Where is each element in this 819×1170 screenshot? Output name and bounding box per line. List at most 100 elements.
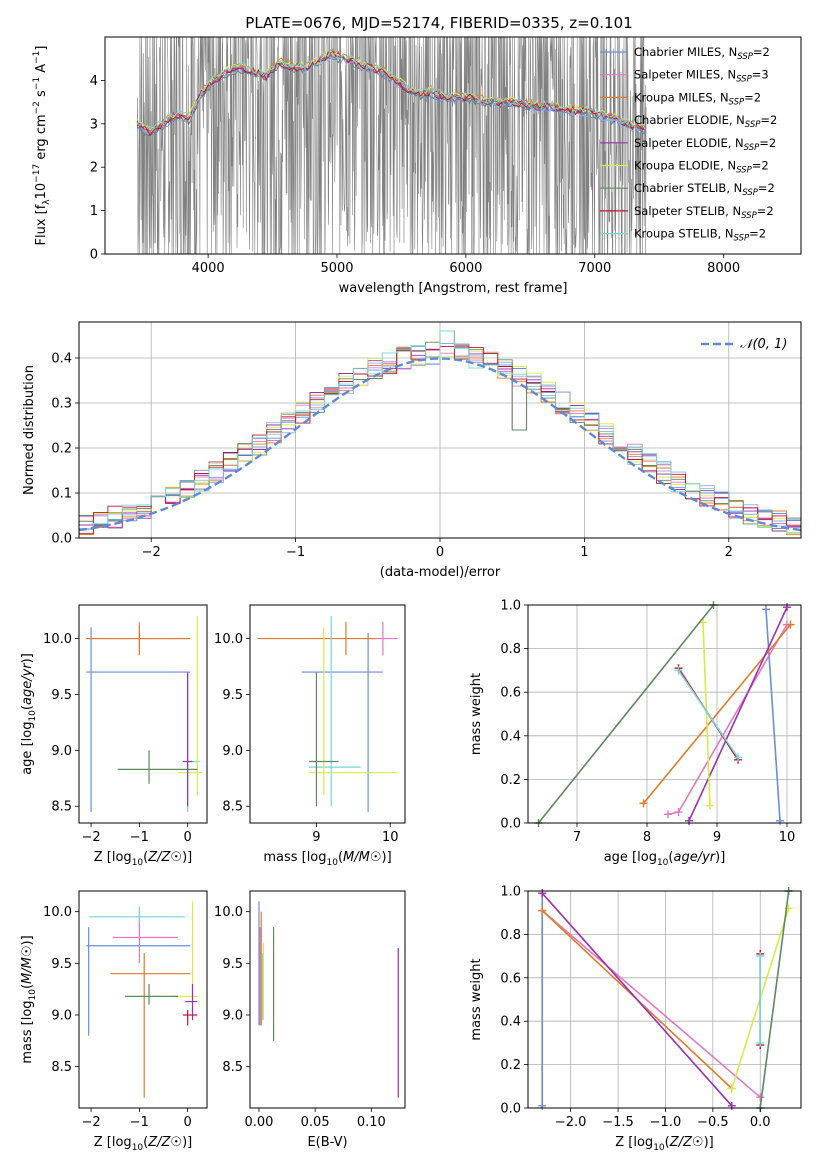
y-tick-label: 0.2	[500, 1058, 521, 1073]
x-tick-label: −1	[286, 545, 305, 560]
label-part: =2	[744, 90, 761, 104]
label-part: Kroupa STELIB, N	[634, 227, 734, 241]
weight-marker	[538, 906, 547, 915]
x-axis-label: wavelength [Angstrom, rest frame]	[339, 281, 568, 296]
axes-frame	[78, 890, 208, 1109]
x-tick-label: 8	[643, 830, 651, 845]
y-tick-label: 8.5	[51, 800, 72, 815]
weight-marker	[538, 1101, 547, 1110]
label-part: 10	[28, 710, 38, 722]
weight-marker	[727, 1084, 736, 1093]
label-part: )]	[20, 935, 35, 945]
plot-area	[258, 901, 399, 1098]
weight-vs-metallicity-panel: −2.0 −1.5 −1.0 −0.5 0.0 0.0 0.2 0.4 0.6 0.8 1.0 Z […	[469, 885, 802, 1153]
x-tick-label: −2	[142, 545, 161, 560]
y-tick-label: 0.1	[51, 487, 72, 502]
legend-label: Chabrier STELIB, NSSP=2	[634, 181, 775, 198]
label-part: 10	[653, 1143, 665, 1153]
y-tick-label: 1.0	[500, 599, 521, 614]
y-tick-label: 0.0	[500, 817, 521, 832]
x-tick-label: −1.5	[602, 1115, 634, 1130]
weight-line	[688, 606, 788, 822]
x-axis-label: Z [log10(Z/Z☉)]	[615, 1135, 713, 1153]
plot-area	[86, 901, 198, 1098]
legend-label: 𝒩(0, 1)	[740, 337, 787, 352]
y-tick-label: 1.0	[500, 885, 521, 900]
label-part: −1	[32, 51, 42, 64]
label-part: SSP	[729, 97, 745, 107]
weight-marker	[762, 605, 770, 614]
y-axis-label: age [log10(age/yr)]	[20, 653, 38, 775]
x-axis-label: Z [log10(Z/Z☉)]	[94, 1135, 192, 1153]
x-tick-label: −2	[81, 1115, 100, 1130]
x-tick-label: 10	[779, 830, 796, 845]
weight-marker	[706, 801, 714, 810]
x-tick-label: 9	[713, 830, 721, 845]
label-part: Kroupa MILES, N	[634, 90, 729, 104]
y-tick-label: 1	[90, 204, 98, 219]
label-part: Z/Z☉	[669, 1135, 704, 1150]
label-part: erg cm	[34, 114, 49, 163]
y-tick-label: 9.5	[51, 688, 72, 703]
y-tick-label: 0.4	[500, 729, 521, 744]
plot-area	[86, 616, 203, 812]
weight-line	[537, 604, 715, 824]
x-tick-label: 0	[184, 830, 192, 845]
label-part: Z/Z☉	[147, 850, 182, 865]
plot-area	[78, 330, 802, 536]
x-tick-label: 7	[573, 830, 581, 845]
y-tick-label: 8.5	[222, 800, 243, 815]
x-tick-label: 0	[184, 1115, 192, 1130]
y-tick-label: 0.8	[500, 928, 521, 943]
y-tick-label: 0.4	[51, 352, 72, 367]
label-part: age/yr	[20, 662, 35, 705]
label-part: (	[20, 705, 35, 710]
label-part: =2	[752, 159, 769, 173]
weight-line	[541, 909, 761, 1098]
label-part: −2	[32, 101, 42, 114]
label-part: SSP	[745, 120, 761, 130]
label-part: (	[338, 850, 343, 865]
label-part: 10	[34, 183, 49, 200]
label-part: Salpeter MILES, N	[634, 68, 736, 82]
label-part: SSP	[741, 211, 757, 221]
y-tick-label: 9.0	[51, 1009, 72, 1024]
label-part: mass [log	[20, 1000, 35, 1063]
x-axis-label: mass [log10(M/M☉)]	[263, 850, 391, 868]
label-part: Z [log	[615, 1135, 653, 1150]
x-tick-label: 0.0	[750, 1115, 771, 1130]
label-part: mass [log	[263, 850, 326, 865]
legend-label: Salpeter ELODIE, NSSP=2	[634, 136, 776, 153]
label-part: M/M☉	[20, 945, 35, 983]
label-part: Chabrier ELODIE, N	[634, 113, 745, 127]
label-part: SSP	[737, 52, 753, 62]
label-part: =2	[749, 227, 766, 241]
axes-frame	[78, 321, 802, 539]
label-part: )]	[182, 850, 192, 865]
y-tick-label: 3	[90, 117, 98, 132]
y-tick-label: 9.5	[51, 957, 72, 972]
label-part: 10	[657, 858, 669, 868]
y-axis-label: Flux [fλ10−17 erg cm−2 s−1 A−1]	[32, 46, 52, 246]
y-tick-label: 0.2	[51, 442, 72, 457]
label-part: 10	[28, 989, 38, 1001]
label-part: −1	[32, 77, 42, 90]
y-tick-label: 0.0	[500, 1102, 521, 1117]
label-part: (	[20, 984, 35, 989]
x-tick-label: −2	[81, 830, 100, 845]
y-tick-label: 9.5	[222, 957, 243, 972]
label-part: Chabrier STELIB, N	[634, 181, 742, 195]
y-tick-label: 8.5	[222, 1060, 243, 1075]
weight-marker	[756, 1093, 765, 1102]
weight-marker	[756, 952, 765, 961]
x-tick-label: 4000	[192, 261, 225, 276]
label-part: =2	[757, 204, 774, 218]
label-part: (	[668, 850, 673, 865]
axes-frame	[249, 604, 406, 824]
weight-marker	[685, 816, 693, 825]
legend-label: Chabrier ELODIE, NSSP=2	[634, 113, 777, 130]
label-part: =2	[759, 136, 776, 150]
